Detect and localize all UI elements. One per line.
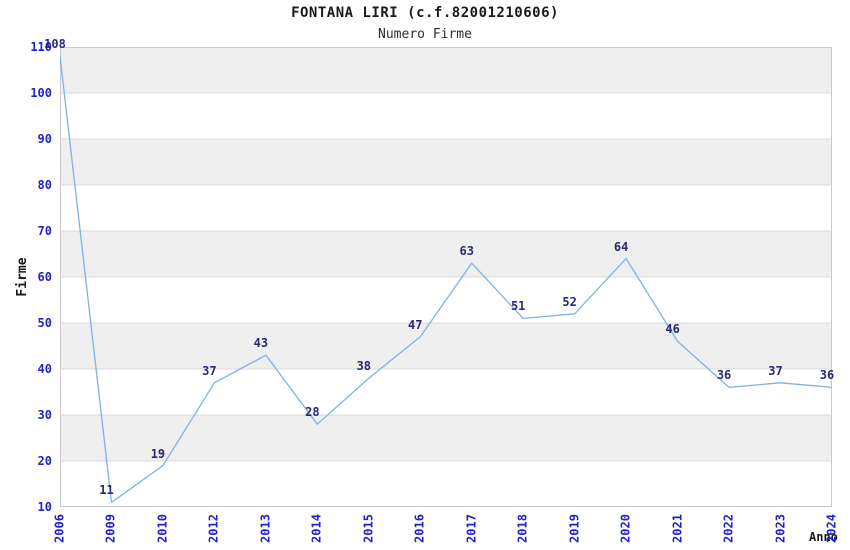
data-label: 37 xyxy=(202,363,217,378)
x-tick-label: 2015 xyxy=(361,514,376,543)
data-label: 43 xyxy=(253,336,269,351)
x-tick-label: 2019 xyxy=(567,514,582,543)
y-tick-label: 50 xyxy=(37,315,52,330)
series-line xyxy=(60,56,832,504)
plot-band xyxy=(60,323,832,369)
y-tick-label: 100 xyxy=(30,85,52,100)
x-tick-label: 2010 xyxy=(155,514,170,543)
data-label: 52 xyxy=(562,294,577,309)
y-tick-label: 10 xyxy=(37,499,52,514)
y-tick-label: 90 xyxy=(37,131,52,146)
x-tick-label: 2024 xyxy=(824,514,839,543)
y-tick-label: 60 xyxy=(37,269,52,284)
chart-subtitle: Numero Firme xyxy=(378,27,472,42)
x-tick-label: 2014 xyxy=(309,514,324,543)
data-label: 11 xyxy=(99,483,114,498)
y-tick-label: 30 xyxy=(37,407,52,422)
plot-band xyxy=(60,415,832,461)
x-tick-label: 2018 xyxy=(515,514,530,543)
line-chart-canvas xyxy=(60,47,832,507)
plot-band xyxy=(60,47,832,93)
x-tick-label: 2022 xyxy=(721,514,736,543)
data-label: 36 xyxy=(819,368,835,383)
data-label: 19 xyxy=(150,446,166,461)
data-label: 46 xyxy=(665,322,680,337)
x-tick-label: 2017 xyxy=(464,514,479,543)
data-label: 47 xyxy=(408,317,423,332)
x-tick-label: 2020 xyxy=(618,514,633,543)
y-tick-label: 20 xyxy=(37,453,52,468)
y-tick-label: 70 xyxy=(37,223,52,238)
plot-area xyxy=(60,47,832,507)
y-tick-label: 110 xyxy=(30,39,52,54)
x-tick-label: 2021 xyxy=(670,514,685,543)
x-axis-title: Anno xyxy=(809,530,838,544)
data-label: 51 xyxy=(510,299,526,314)
y-tick-label: 40 xyxy=(37,361,52,376)
data-label: 64 xyxy=(613,239,629,254)
data-label: 63 xyxy=(459,244,474,259)
x-tick-label: 2013 xyxy=(258,514,273,543)
plot-border xyxy=(60,47,832,507)
x-tick-label: 2009 xyxy=(103,514,118,543)
plot-band xyxy=(60,139,832,185)
data-label: 38 xyxy=(356,359,372,374)
y-tick-label: 80 xyxy=(37,177,52,192)
chart-title: FONTANA LIRI (c.f.82001210606) xyxy=(291,5,559,21)
data-label: 36 xyxy=(716,368,732,383)
x-tick-label: 2016 xyxy=(412,514,427,543)
x-tick-label: 2006 xyxy=(52,514,67,543)
data-label: 108 xyxy=(44,37,66,52)
data-label: 28 xyxy=(305,405,320,420)
plot-band xyxy=(60,231,832,277)
x-tick-label: 2012 xyxy=(206,514,221,543)
data-label: 37 xyxy=(768,363,783,378)
x-tick-label: 2023 xyxy=(773,514,788,543)
